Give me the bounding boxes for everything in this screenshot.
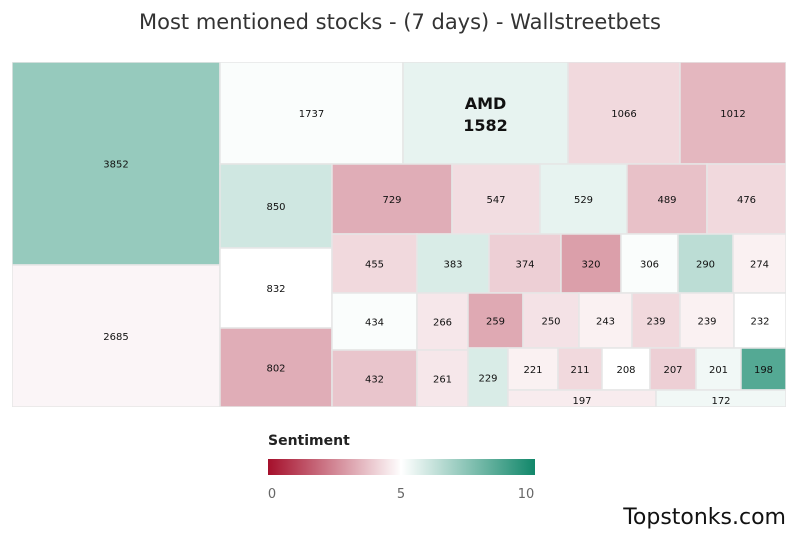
treemap-tile-value: 259 — [486, 317, 505, 328]
treemap-tile-value: 1737 — [299, 109, 324, 120]
treemap-tile-value: 239 — [646, 317, 665, 328]
treemap-tile — [631, 292, 681, 349]
treemap-tile-value: 208 — [616, 365, 635, 376]
legend-title: Sentiment — [268, 433, 350, 449]
treemap-tile — [331, 292, 418, 351]
treemap-tile — [732, 233, 786, 294]
treemap-tile — [331, 233, 418, 294]
chart-title: Most mentioned stocks - (7 days) - Walls… — [139, 10, 661, 34]
treemap-tile-value: 432 — [365, 375, 384, 386]
treemap-tile-value: 320 — [581, 260, 600, 271]
treemap-tile-value: 306 — [640, 260, 659, 271]
treemap-tile — [677, 233, 734, 294]
treemap-tile-value: 374 — [515, 260, 534, 271]
treemap-tile-value: 229 — [478, 374, 497, 385]
treemap-tile-value: 1582 — [463, 116, 508, 135]
treemap-tile-value: 239 — [697, 317, 716, 328]
legend-tick-0: 0 — [267, 487, 277, 502]
treemap-tile — [451, 163, 541, 235]
treemap-tile — [219, 247, 333, 329]
treemap-tile-value: 832 — [266, 284, 285, 295]
treemap-tile-value: 1012 — [720, 109, 745, 120]
legend-tick-10: 10 — [517, 487, 535, 502]
treemap-tile — [331, 163, 453, 235]
treemap-tile-value: 476 — [737, 195, 756, 206]
treemap-tile-value: 489 — [657, 195, 676, 206]
treemap-tile-value: 3852 — [103, 160, 128, 171]
treemap: 3852 2685 1737 850 832 802 AMD 1582 1066 1012 729 5… — [12, 62, 786, 407]
treemap-tile — [706, 163, 786, 235]
treemap-tile — [331, 349, 418, 407]
treemap-tile-value: 434 — [365, 318, 384, 329]
treemap-tile — [12, 62, 221, 266]
legend-tick-5: 5 — [396, 487, 406, 502]
treemap-tile — [488, 233, 562, 294]
treemap-tile-value: 383 — [443, 260, 462, 271]
legend-midpoint-marker — [400, 459, 402, 475]
treemap-tile-value: 201 — [709, 365, 728, 376]
treemap-tile — [733, 292, 786, 349]
treemap-tile — [626, 163, 708, 235]
treemap-tile-value: 221 — [523, 365, 542, 376]
treemap-tile-ticker: AMD — [465, 94, 507, 113]
treemap-tile — [219, 163, 333, 249]
treemap-tile-value: 547 — [486, 195, 505, 206]
treemap-tile — [416, 233, 490, 294]
treemap-tile-value: 211 — [570, 365, 589, 376]
treemap-tile-value: 455 — [365, 260, 384, 271]
treemap-tile — [679, 62, 786, 165]
treemap-tile-value: 850 — [266, 202, 285, 213]
treemap-tile-value: 729 — [382, 195, 401, 206]
treemap-tile-value: 529 — [574, 195, 593, 206]
treemap-tile — [507, 347, 559, 391]
brand-watermark: Topstonks.com — [623, 505, 786, 530]
treemap-tile — [679, 292, 735, 349]
treemap-tile — [695, 347, 742, 391]
treemap-tile — [649, 347, 697, 391]
treemap-tile-value: 232 — [750, 317, 769, 328]
treemap-tile — [12, 264, 221, 407]
treemap-tile — [402, 62, 569, 165]
treemap-tile-value: 266 — [433, 318, 452, 329]
treemap-tile-value: 274 — [750, 260, 769, 271]
treemap-tile — [567, 62, 681, 165]
treemap-tile — [740, 347, 786, 391]
treemap-tile-value: 261 — [433, 375, 452, 386]
treemap-tile-value: 250 — [541, 317, 560, 328]
treemap-tile-value: 197 — [572, 396, 591, 407]
treemap-tile-value: 207 — [663, 365, 682, 376]
treemap-tile-value: 2685 — [103, 332, 128, 343]
treemap-tile — [219, 327, 333, 407]
treemap-tile — [467, 347, 509, 407]
treemap-tile-value: 1066 — [611, 109, 636, 120]
treemap-tile-value: 802 — [266, 364, 285, 375]
treemap-tile-value: 172 — [711, 396, 730, 407]
treemap-tile — [655, 389, 786, 407]
treemap-tile-value: 198 — [754, 365, 773, 376]
treemap-tile-value: 290 — [696, 260, 715, 271]
treemap-tile-value: 243 — [596, 317, 615, 328]
